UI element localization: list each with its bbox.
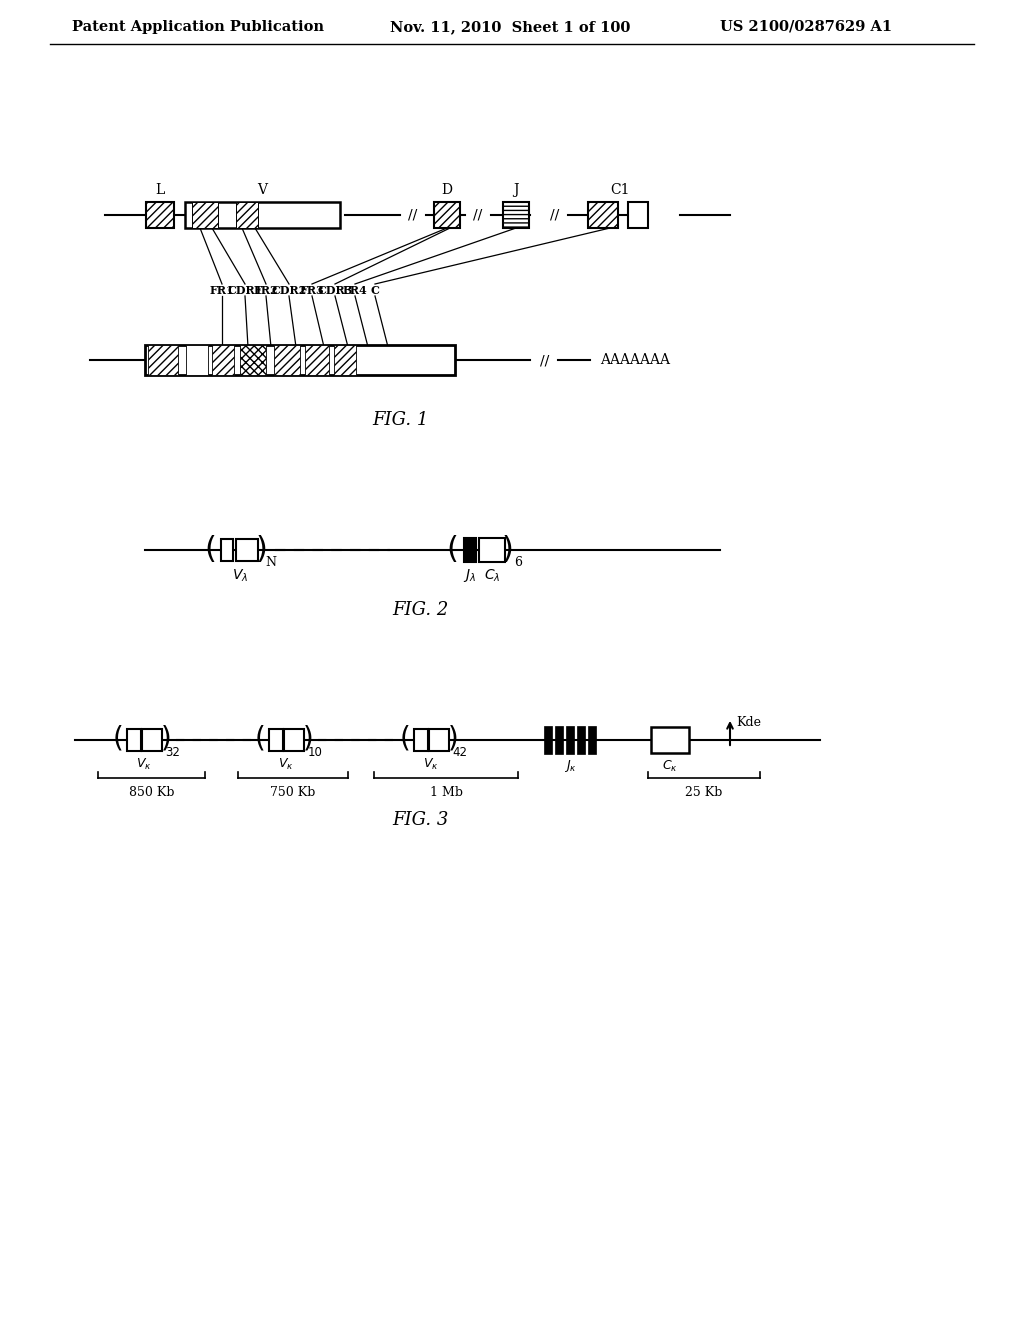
Text: AAAAAAA: AAAAAAA [600,352,670,367]
Text: 42: 42 [453,746,468,759]
Text: ): ) [256,535,268,564]
Text: $J_\kappa$: $J_\kappa$ [563,758,577,774]
Text: CDR1: CDR1 [227,285,262,296]
Text: 6: 6 [514,557,522,569]
Bar [185,202,340,228]
Bar [142,729,162,751]
Text: (: ( [204,535,216,564]
Text: 32: 32 [166,746,180,759]
Bar [588,202,618,228]
Text: L: L [156,183,165,197]
Text: 850 Kb: 850 Kb [129,785,174,799]
Text: FR4: FR4 [343,285,368,296]
Text: FIG. 2: FIG. 2 [392,601,449,619]
Text: 10: 10 [307,746,323,759]
Text: FIG. 3: FIG. 3 [392,810,449,829]
Bar [221,539,233,561]
Bar [588,726,596,754]
Bar [146,202,174,228]
Bar [464,539,476,562]
Bar [269,729,283,751]
Bar [127,729,141,751]
Bar [479,539,505,562]
Text: 1 Mb: 1 Mb [429,785,463,799]
Text: $C_\lambda$: $C_\lambda$ [483,568,501,585]
Text: FIG. 1: FIG. 1 [372,411,428,429]
Bar [305,345,329,375]
Text: FR3: FR3 [300,285,325,296]
Bar [274,345,300,375]
Bar [555,726,563,754]
Bar [414,729,428,751]
Bar [334,345,356,375]
Text: FR2: FR2 [254,285,279,296]
Bar [186,345,208,375]
Bar [284,729,304,751]
Text: Patent Application Publication: Patent Application Publication [72,20,324,34]
Text: 25 Kb: 25 Kb [685,785,723,799]
Text: $V_\kappa$: $V_\kappa$ [279,756,294,772]
Text: C1: C1 [610,183,630,197]
Text: (: ( [446,535,458,564]
Bar [193,202,218,228]
Bar [544,726,552,754]
Bar [628,202,648,228]
Text: ): ) [502,535,514,564]
Text: J: J [513,183,519,197]
Text: //: // [409,209,418,222]
Text: (: ( [255,725,265,752]
Text: ): ) [447,725,459,752]
Text: 750 Kb: 750 Kb [270,785,315,799]
Text: ): ) [161,725,171,752]
Bar [566,726,574,754]
Bar [503,202,529,228]
Text: D: D [441,183,453,197]
Text: FR1: FR1 [210,285,234,296]
Text: $V_\lambda$: $V_\lambda$ [231,568,248,585]
Text: (: ( [113,725,123,752]
Text: CDR2: CDR2 [271,285,306,296]
Bar [145,345,455,375]
Text: ): ) [303,725,313,752]
Bar [236,539,258,561]
Text: C: C [371,285,380,296]
Text: N: N [265,557,276,569]
Bar [434,202,460,228]
Bar [577,726,585,754]
Text: $V_\kappa$: $V_\kappa$ [423,756,439,772]
Bar [148,345,178,375]
Text: (: ( [399,725,411,752]
Bar [212,345,234,375]
Text: //: // [550,209,560,222]
Text: Kde: Kde [736,715,761,729]
Text: $V_\kappa$: $V_\kappa$ [136,756,152,772]
Text: CDR3: CDR3 [317,285,352,296]
Bar [651,727,689,752]
Text: US 2100/0287629 A1: US 2100/0287629 A1 [720,20,892,34]
Bar [429,729,449,751]
Text: V: V [257,183,267,197]
Bar [236,202,258,228]
Text: $J_\lambda$: $J_\lambda$ [464,568,476,585]
Text: //: // [541,352,550,367]
Bar [240,345,266,375]
Text: //: // [473,209,482,222]
Text: $C_\kappa$: $C_\kappa$ [663,759,678,774]
Text: Nov. 11, 2010  Sheet 1 of 100: Nov. 11, 2010 Sheet 1 of 100 [390,20,631,34]
